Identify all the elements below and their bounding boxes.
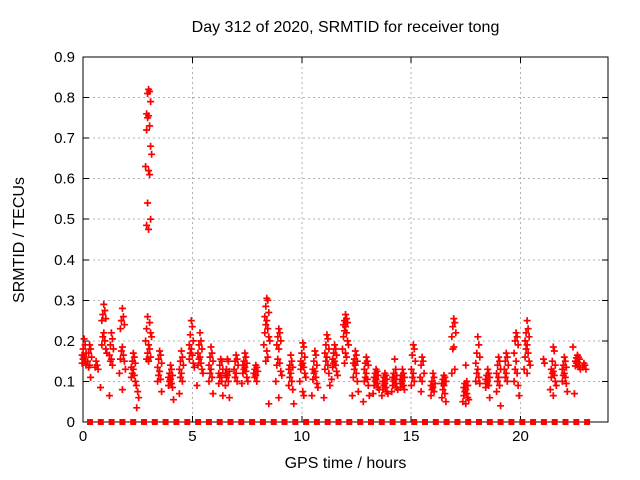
y-tick-label: 0.9	[54, 49, 75, 66]
scatter-points	[78, 85, 590, 412]
x-tick-label: 20	[512, 428, 529, 445]
x-axis-label: GPS time / hours	[284, 455, 407, 472]
plot-border	[82, 56, 609, 423]
y-tick-label: 0.5	[54, 211, 75, 228]
y-tick-label: 0.7	[54, 130, 75, 147]
y-tick-label: 0.8	[54, 90, 75, 107]
y-tick-label: 0.6	[54, 171, 75, 188]
x-tick-label: 15	[403, 428, 420, 445]
y-tick-label: 0	[67, 414, 75, 431]
tick-marks	[82, 56, 608, 423]
chart-title: Day 312 of 2020, SRMTID for receiver ton…	[191, 19, 500, 36]
x-tick-label: 5	[188, 428, 196, 445]
y-tick-label: 0.2	[54, 333, 75, 350]
zero-value-markers	[87, 419, 591, 425]
y-tick-label: 0.3	[54, 292, 75, 309]
x-tick-label: 0	[79, 428, 87, 445]
y-tick-label: 0.4	[54, 252, 75, 269]
y-tick-label: 0.1	[54, 373, 75, 390]
x-tick-label: 10	[293, 428, 310, 445]
